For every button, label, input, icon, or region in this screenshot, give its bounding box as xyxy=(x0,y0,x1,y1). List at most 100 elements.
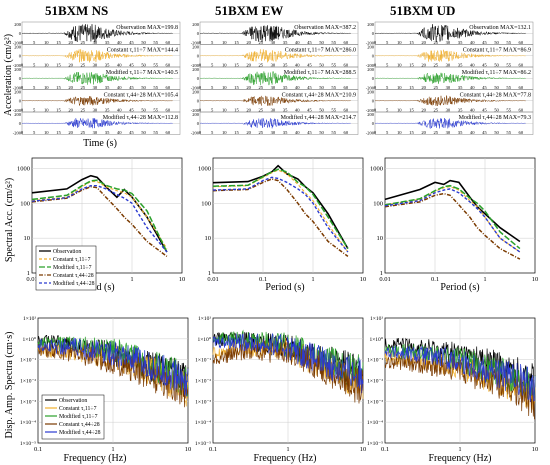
accel-xtick: 60 xyxy=(519,130,524,135)
das-ytick: 1×10⁻² xyxy=(20,379,36,385)
accel-ytick: 200 xyxy=(367,67,375,72)
accel-xtick: 15 xyxy=(56,130,61,135)
sa-series-1 xyxy=(212,169,349,253)
accel-xtick: 25 xyxy=(258,108,263,113)
accel-xtick: 40 xyxy=(470,130,475,135)
accel-xtick: 25 xyxy=(80,130,85,135)
accel-xtick: 50 xyxy=(319,40,324,45)
accel-xtick: 15 xyxy=(234,130,239,135)
accel-xtick: 5 xyxy=(386,108,389,113)
station-header-ns: 51BXM NS xyxy=(45,3,108,18)
das-ytick: 1×10⁻¹ xyxy=(20,358,36,364)
das-ytick: 1×10⁻² xyxy=(195,379,211,385)
sa-series-3 xyxy=(384,192,521,260)
accel-xtick: 40 xyxy=(295,63,300,68)
accel-xtick: 5 xyxy=(211,108,214,113)
accel-xtick: 20 xyxy=(421,108,426,113)
das-xtick: 1 xyxy=(111,446,114,453)
accel-xtick: 10 xyxy=(222,85,227,90)
accel-xtick: 45 xyxy=(307,40,312,45)
sa-xtick: 0.01 xyxy=(207,276,218,283)
accel-xtick: 50 xyxy=(494,108,499,113)
accel-xtick: 35 xyxy=(458,130,463,135)
period-xlabel-ud: Period (s) xyxy=(440,282,479,293)
accel-xtick: 5 xyxy=(386,40,389,45)
accel-xtick: 50 xyxy=(494,63,499,68)
sa-xtick: 10 xyxy=(179,276,186,283)
accel-max-label: Modified τ,11÷7 MAX=86.2 xyxy=(462,69,531,76)
accel-xtick: 35 xyxy=(283,108,288,113)
accel-ytick: 200 xyxy=(192,22,200,27)
accel-xtick: 40 xyxy=(295,108,300,113)
accel-trace-2 xyxy=(199,70,351,86)
accel-xtick: 20 xyxy=(246,85,251,90)
accel-xtick: 25 xyxy=(433,108,438,113)
sa-ytick: 100 xyxy=(373,200,383,207)
accel-ylabel: Acceleration (cm/s²) xyxy=(3,34,14,116)
accel-xtick: 35 xyxy=(283,40,288,45)
accel-xtick: 60 xyxy=(344,40,349,45)
sa-panel-frame-1 xyxy=(212,157,364,274)
das-ytick: 1×10⁻² xyxy=(367,379,383,385)
das-xtick: 1 xyxy=(458,446,461,453)
accel-ytick: 0 xyxy=(19,121,22,126)
accel-xtick: 30 xyxy=(271,108,276,113)
das-ytick: 1×10⁻¹ xyxy=(367,358,383,364)
accel-xtick: 30 xyxy=(271,130,276,135)
accel-ytick: 0 xyxy=(372,31,375,36)
accel-max-label: Constant τ,44÷28 MAX=210.9 xyxy=(282,93,356,99)
das-series-3 xyxy=(384,354,536,420)
accel-xtick: 55 xyxy=(331,40,336,45)
accel-ytick: -200 xyxy=(13,131,22,136)
accel-xtick: 55 xyxy=(153,63,158,68)
accel-xtick: 30 xyxy=(271,40,276,45)
das-series-2 xyxy=(384,343,536,399)
accel-ytick: 0 xyxy=(197,53,200,58)
das-legend-label-4: Modified τ,44÷28 xyxy=(59,429,101,436)
accel-xtick: 30 xyxy=(446,40,451,45)
accel-ytick: -200 xyxy=(366,41,375,46)
accel-ytick: -200 xyxy=(191,131,200,136)
sa-xtick: 1 xyxy=(483,276,486,283)
accel-xtick: 0 xyxy=(199,130,202,135)
accel-xtick: 15 xyxy=(409,40,414,45)
accel-ytick: 200 xyxy=(14,22,22,27)
accel-ytick: 0 xyxy=(372,121,375,126)
accel-xtick: 5 xyxy=(33,108,36,113)
accel-xtick: 55 xyxy=(506,130,511,135)
sa-xtick: 10 xyxy=(360,276,367,283)
accel-ytick: 0 xyxy=(372,53,375,58)
accel-trace-4 xyxy=(374,118,526,130)
sa-legend-label-0: Observation xyxy=(53,249,81,255)
accel-xtick: 30 xyxy=(446,108,451,113)
accel-max-label: Constant τ,44÷28 MAX=105.4 xyxy=(104,93,178,99)
das-ytick: 1×10⁻⁵ xyxy=(367,441,383,447)
accel-xtick: 35 xyxy=(105,63,110,68)
accel-ytick: 0 xyxy=(19,98,22,103)
accel-xtick: 35 xyxy=(283,130,288,135)
accel-ytick: -200 xyxy=(13,41,22,46)
accel-ytick: 0 xyxy=(197,121,200,126)
station-header-ew: 51BXM EW xyxy=(215,3,283,18)
accel-xtick: 40 xyxy=(470,85,475,90)
sa-series-3 xyxy=(212,178,349,257)
accel-xtick: 25 xyxy=(433,63,438,68)
sa-panel-frame-0 xyxy=(31,157,183,274)
accel-ytick: -200 xyxy=(366,131,375,136)
das-ytick: 1×10⁻⁴ xyxy=(195,420,211,426)
accel-xtick: 60 xyxy=(519,63,524,68)
accel-xtick: 45 xyxy=(307,63,312,68)
accel-xtick: 0 xyxy=(374,40,377,45)
sa-ytick: 1 xyxy=(27,270,30,277)
accel-xtick: 10 xyxy=(222,130,227,135)
accel-xtick: 0 xyxy=(374,85,377,90)
accel-xtick: 60 xyxy=(519,108,524,113)
accel-xtick: 55 xyxy=(506,63,511,68)
accel-xtick: 10 xyxy=(222,40,227,45)
accel-xtick: 0 xyxy=(21,108,24,113)
das-ytick: 1×10⁻⁵ xyxy=(195,441,211,447)
sa-ytick: 100 xyxy=(201,200,211,207)
das-xtick: 10 xyxy=(532,446,539,453)
accel-xtick: 60 xyxy=(344,63,349,68)
accel-xtick: 10 xyxy=(397,40,402,45)
